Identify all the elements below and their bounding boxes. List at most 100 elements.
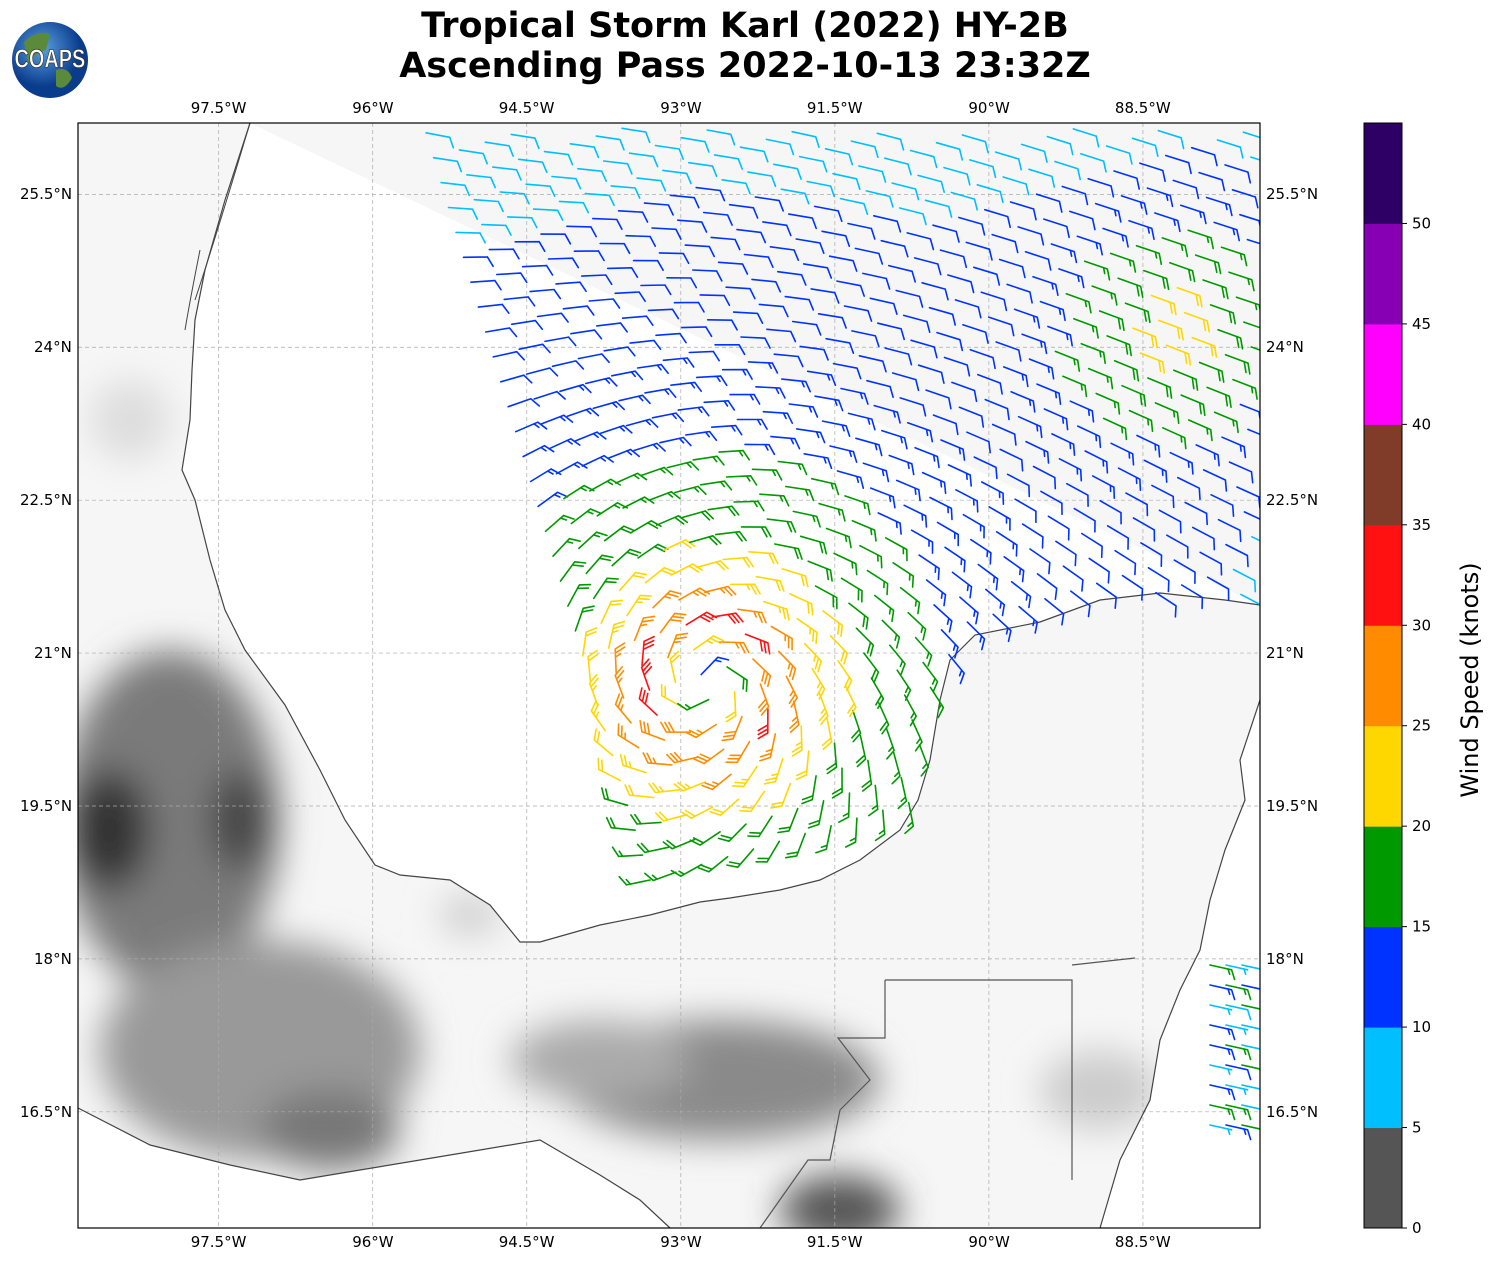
wind-barb [958,406,985,428]
wind-barb [1062,565,1084,592]
wind-barb [1225,984,1252,1001]
wind-barb [806,180,835,198]
wind-barb [891,372,920,392]
wind-barb [725,691,737,723]
wind-barb [874,809,886,842]
wind-barb [1140,542,1163,567]
wind-barb [1021,333,1048,355]
wind-barb [765,138,795,156]
wind-barb [1154,212,1181,233]
wind-barb [685,430,718,441]
colorbar-tick-label: 45 [1412,315,1431,333]
wind-barb [714,530,747,542]
wind-barb [855,627,875,657]
wind-barb [1172,179,1200,200]
wind-barb [1047,515,1070,541]
wind-barb [998,258,1026,279]
wind-barb [739,146,769,163]
wind-barb [1094,202,1122,223]
wind-barb [850,140,879,159]
wind-barb [788,403,819,418]
wind-barb [674,485,707,495]
wind-barb [1251,536,1260,542]
wind-barb [1231,189,1259,209]
wind-barb [892,562,915,588]
wind-barb [1241,1044,1260,1050]
wind-barb [806,370,837,386]
wind-barb [555,461,588,475]
wind-barb [873,404,901,424]
lat-tick-left: 22.5°N [20,491,73,510]
wind-barb [829,635,848,665]
wind-barb [670,381,702,392]
wind-barb [1014,498,1037,523]
wind-barb [510,319,544,330]
wind-barb [801,775,817,805]
wind-barb [777,460,808,476]
wind-barb [548,438,581,450]
wind-barb [590,700,606,732]
wind-barb [965,241,993,261]
wind-barb [578,531,608,550]
wind-barb [1091,475,1116,499]
wind-barb [791,725,803,757]
wind-barb [966,621,986,651]
colorbar: 0 5 10 15 20 25 30 35 40 45 50 [1363,122,1431,1237]
wind-barb [574,605,595,632]
wind-barb [1139,352,1166,374]
wind-barb [851,709,862,743]
wind-barb [630,813,662,825]
wind-barb [619,753,647,774]
wind-barb [643,202,674,216]
wind-barb [951,571,973,599]
wind-barb [1228,461,1254,484]
wind-barb [847,412,876,431]
wind-barb [818,502,846,522]
wind-barb [1209,1044,1236,1061]
wind-barb [780,188,810,205]
wind-barb [1084,450,1109,474]
wind-barb [1036,573,1058,600]
wind-barb [896,669,912,701]
wind-barb [640,658,653,691]
wind-barb [1040,490,1063,515]
lon-tick-top: 96°W [352,99,394,117]
wind-barb [567,583,592,607]
wind-barb [462,256,494,268]
wind-barb [617,210,649,223]
wind-barb [617,723,640,749]
wind-barb [1043,218,1070,239]
wind-barb [1198,171,1226,192]
wind-barb [632,259,664,271]
wind-barb [1095,582,1117,609]
colorbar-bin [1364,424,1402,526]
lat-tick-left: 16.5°N [20,1102,73,1121]
wind-barb [625,234,657,247]
wind-barb [991,423,1017,446]
wind-barb [829,445,858,463]
wind-barb [1121,384,1147,407]
wind-barb [1199,551,1223,576]
wind-barb [962,513,985,539]
wind-barb [693,748,725,765]
wind-barb [940,439,966,461]
wind-barb [1213,411,1239,434]
wind-barb [514,421,548,433]
wind-barb [507,398,541,408]
wind-barb [757,708,769,740]
wind-barb [644,388,677,399]
wind-barb [629,520,662,534]
wind-barb [811,667,826,700]
wind-barb [992,613,1012,643]
wind-barb [1132,517,1156,542]
wind-barb [640,284,672,296]
colorbar-tick-label: 30 [1412,616,1431,634]
wind-barb [758,683,770,716]
wind-barb [903,504,928,528]
wind-barb [837,660,853,692]
wind-barb [928,306,956,326]
wind-barb [791,130,820,149]
wind-barb [1161,237,1189,258]
wind-barb [939,249,968,269]
wind-barb [702,211,733,226]
